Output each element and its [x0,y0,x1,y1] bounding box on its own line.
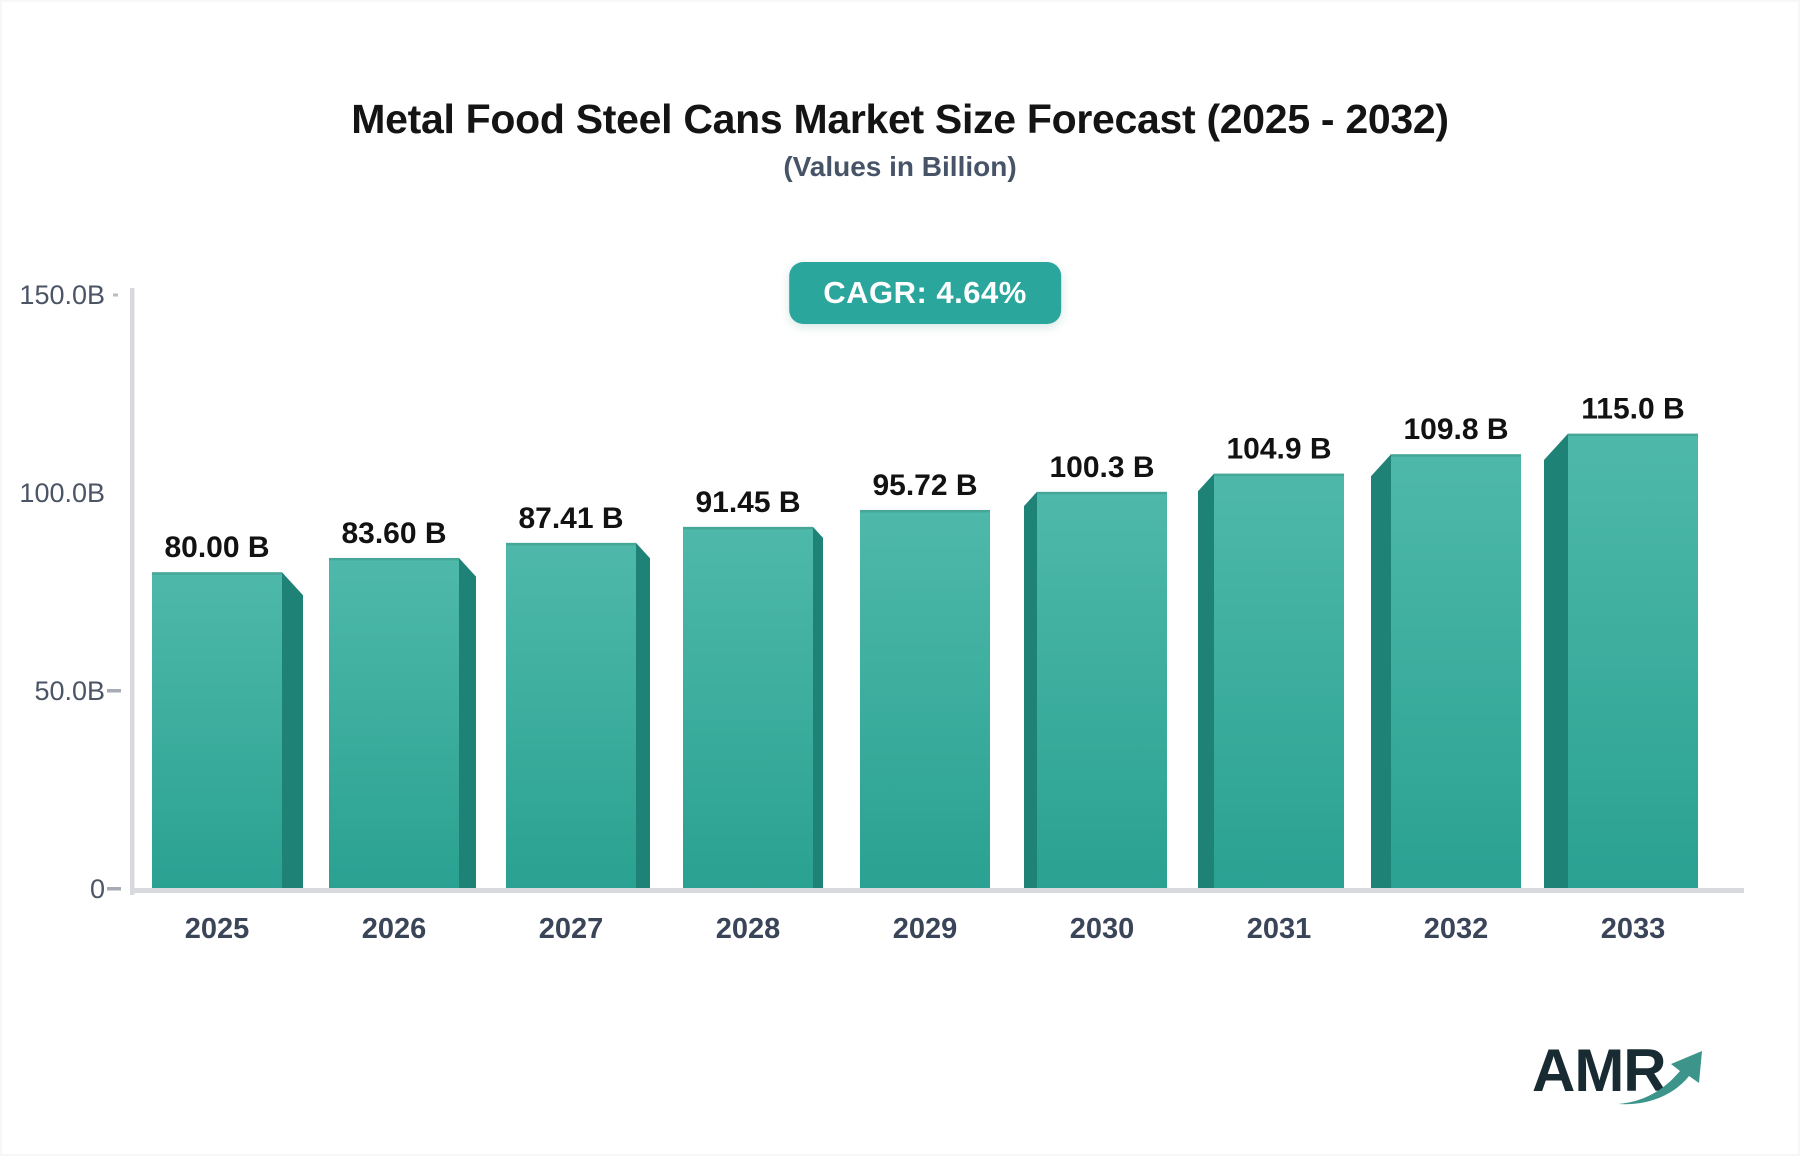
bar-top-edge [1214,473,1344,477]
bars: 80.00 B 83.60 B 87.41 B 91.45 B 95.72 B 100.3… [152,393,1698,889]
bar-front-face [683,526,813,889]
bar-side-face [459,557,476,889]
x-tick-label: 2030 [1070,913,1135,945]
y-tick-label: 0 [90,874,105,904]
bar-front-face [1568,433,1698,889]
bar-side-face [1198,473,1214,889]
y-tick-label: 150.0B [19,280,105,310]
bar-top-edge [506,542,636,546]
bar-2029: 95.72 B [860,469,990,889]
bar-top-edge [1391,454,1521,457]
bar-top-edge [860,509,990,513]
x-tick-label: 2032 [1424,913,1489,945]
bar-front-face [1391,454,1521,889]
bar-front-face [1214,473,1344,889]
bar-value-label: 87.41 B [518,502,623,535]
y-tick-mark [107,689,121,693]
bar-top-edge [683,526,813,530]
bar-front-face [860,509,990,889]
x-tick-label: 2025 [185,913,250,945]
growth-arrow-icon [1618,1051,1702,1105]
chart-title: Metal Food Steel Cans Market Size Foreca… [351,96,1449,142]
bar-2030: 100.3 B [1024,451,1167,889]
x-axis-line [130,888,1744,893]
y-tick-mark [107,887,121,891]
bar-side-face [1544,433,1568,889]
x-axis: 2025 2026 2027 2028 2029 2030 2031 2032 2033 [185,913,1666,945]
bar-side-face [636,542,650,889]
bar-value-label: 80.00 B [164,531,269,564]
x-tick-label: 2033 [1601,913,1666,945]
chart-subtitle: (Values in Billion) [783,151,1017,182]
bar-side-face [1371,454,1391,889]
y-tick-mark [113,293,118,297]
bar-side-face [282,572,303,889]
bar-front-face [152,572,282,889]
bar-2027: 87.41 B [506,502,650,889]
bar-top-edge [1568,433,1698,437]
amr-logo-text: AMR [1532,1037,1667,1104]
bar-2033: 115.0 B [1544,393,1698,889]
y-tick-label: 50.0B [34,676,105,706]
bar-2032: 109.8 B [1371,413,1521,889]
cagr-badge: CAGR: 4.64% [789,262,1061,324]
bar-value-label: 109.8 B [1403,413,1508,446]
bar-2025: 80.00 B [152,531,303,889]
x-tick-label: 2026 [362,913,427,945]
bar-value-label: 104.9 B [1226,433,1331,466]
bar-value-label: 115.0 B [1581,393,1684,426]
y-axis: 0 50.0B 100.0B 150.0B [19,280,135,904]
bar-2028: 91.45 B [683,486,823,889]
bar-value-label: 83.60 B [341,517,446,550]
x-tick-label: 2027 [539,913,604,945]
amr-logo: AMR [1532,1036,1732,1112]
bar-value-label: 91.45 B [695,486,800,519]
bar-side-face [813,526,823,889]
bar-2026: 83.60 B [329,517,476,889]
bar-value-label: 100.3 B [1049,451,1154,484]
x-tick-label: 2028 [716,913,781,945]
bar-top-edge [329,557,459,561]
bar-value-label: 95.72 B [872,469,977,502]
bar-front-face [1037,491,1167,889]
bar-2031: 104.9 B [1198,433,1344,889]
bar-top-edge [152,572,282,575]
x-tick-label: 2029 [893,913,958,945]
bar-front-face [506,542,636,889]
y-tick-label: 100.0B [19,478,105,508]
bar-front-face [329,557,459,889]
bar-side-face [1024,491,1037,889]
x-tick-label: 2031 [1247,913,1312,945]
bar-top-edge [1037,491,1167,495]
